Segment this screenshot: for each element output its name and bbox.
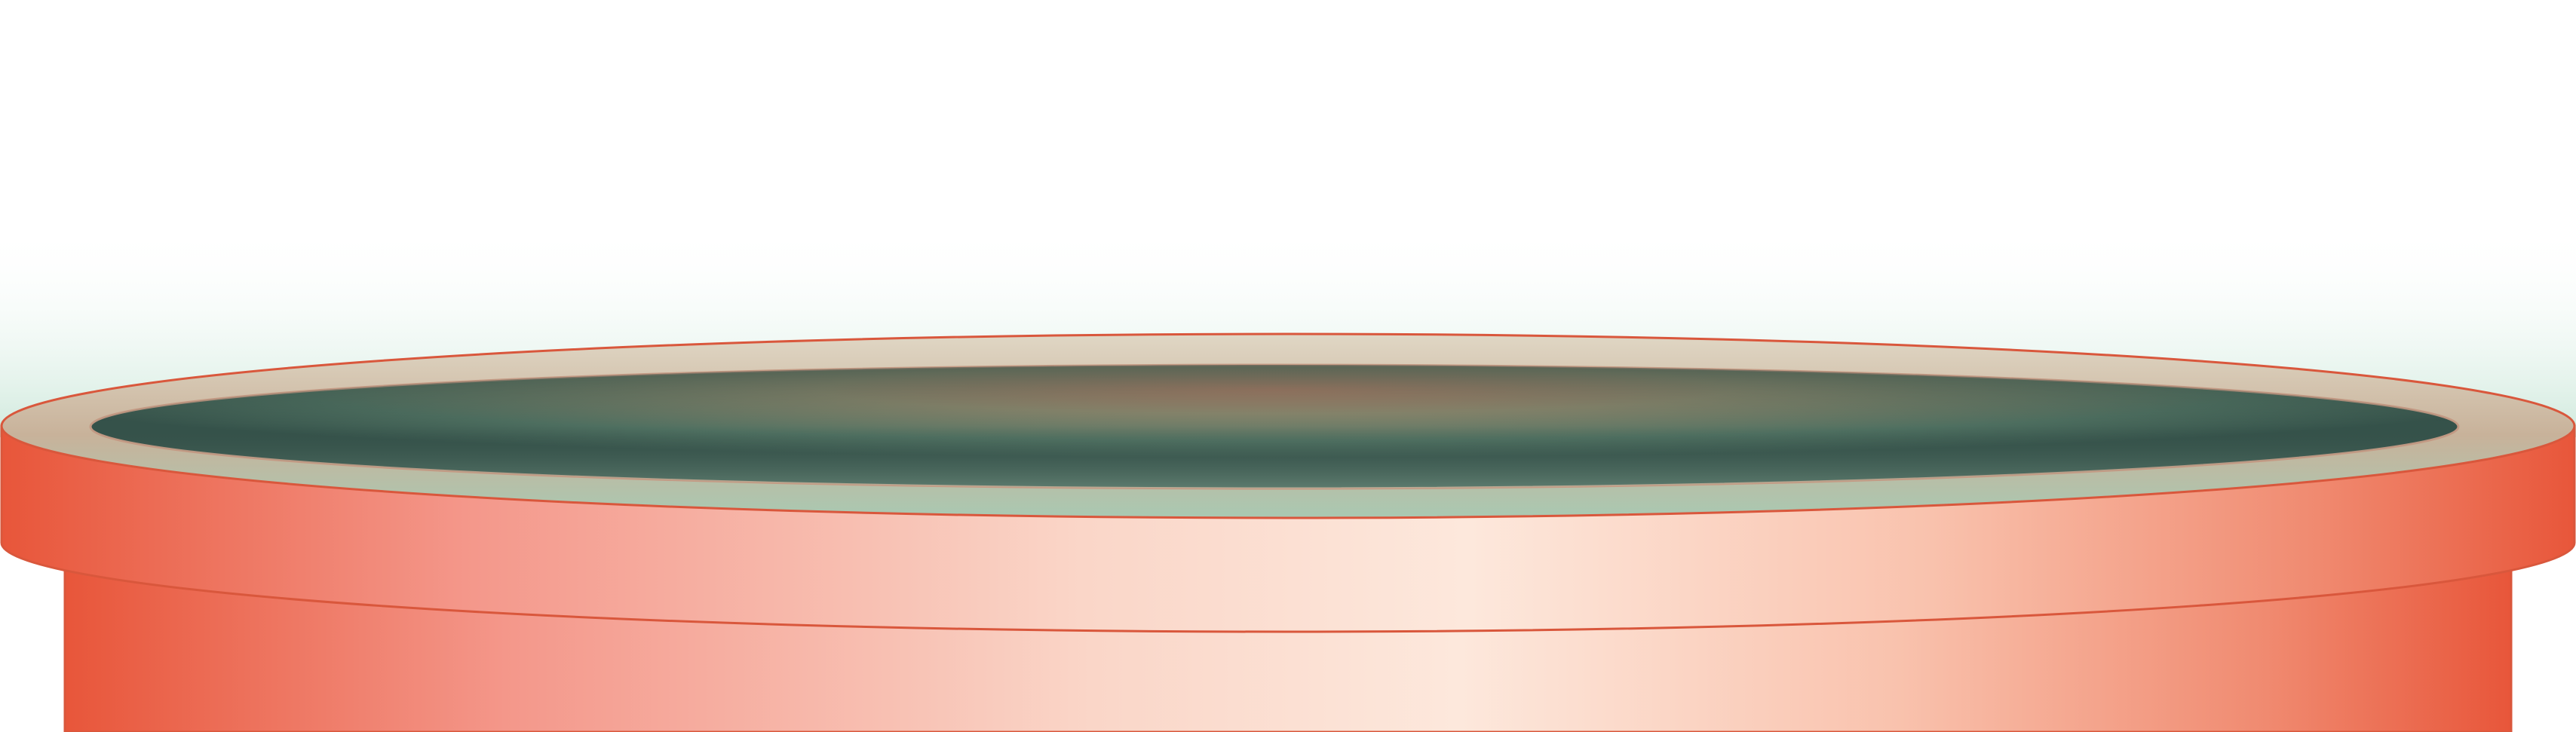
platform-well-shade <box>90 365 2458 489</box>
